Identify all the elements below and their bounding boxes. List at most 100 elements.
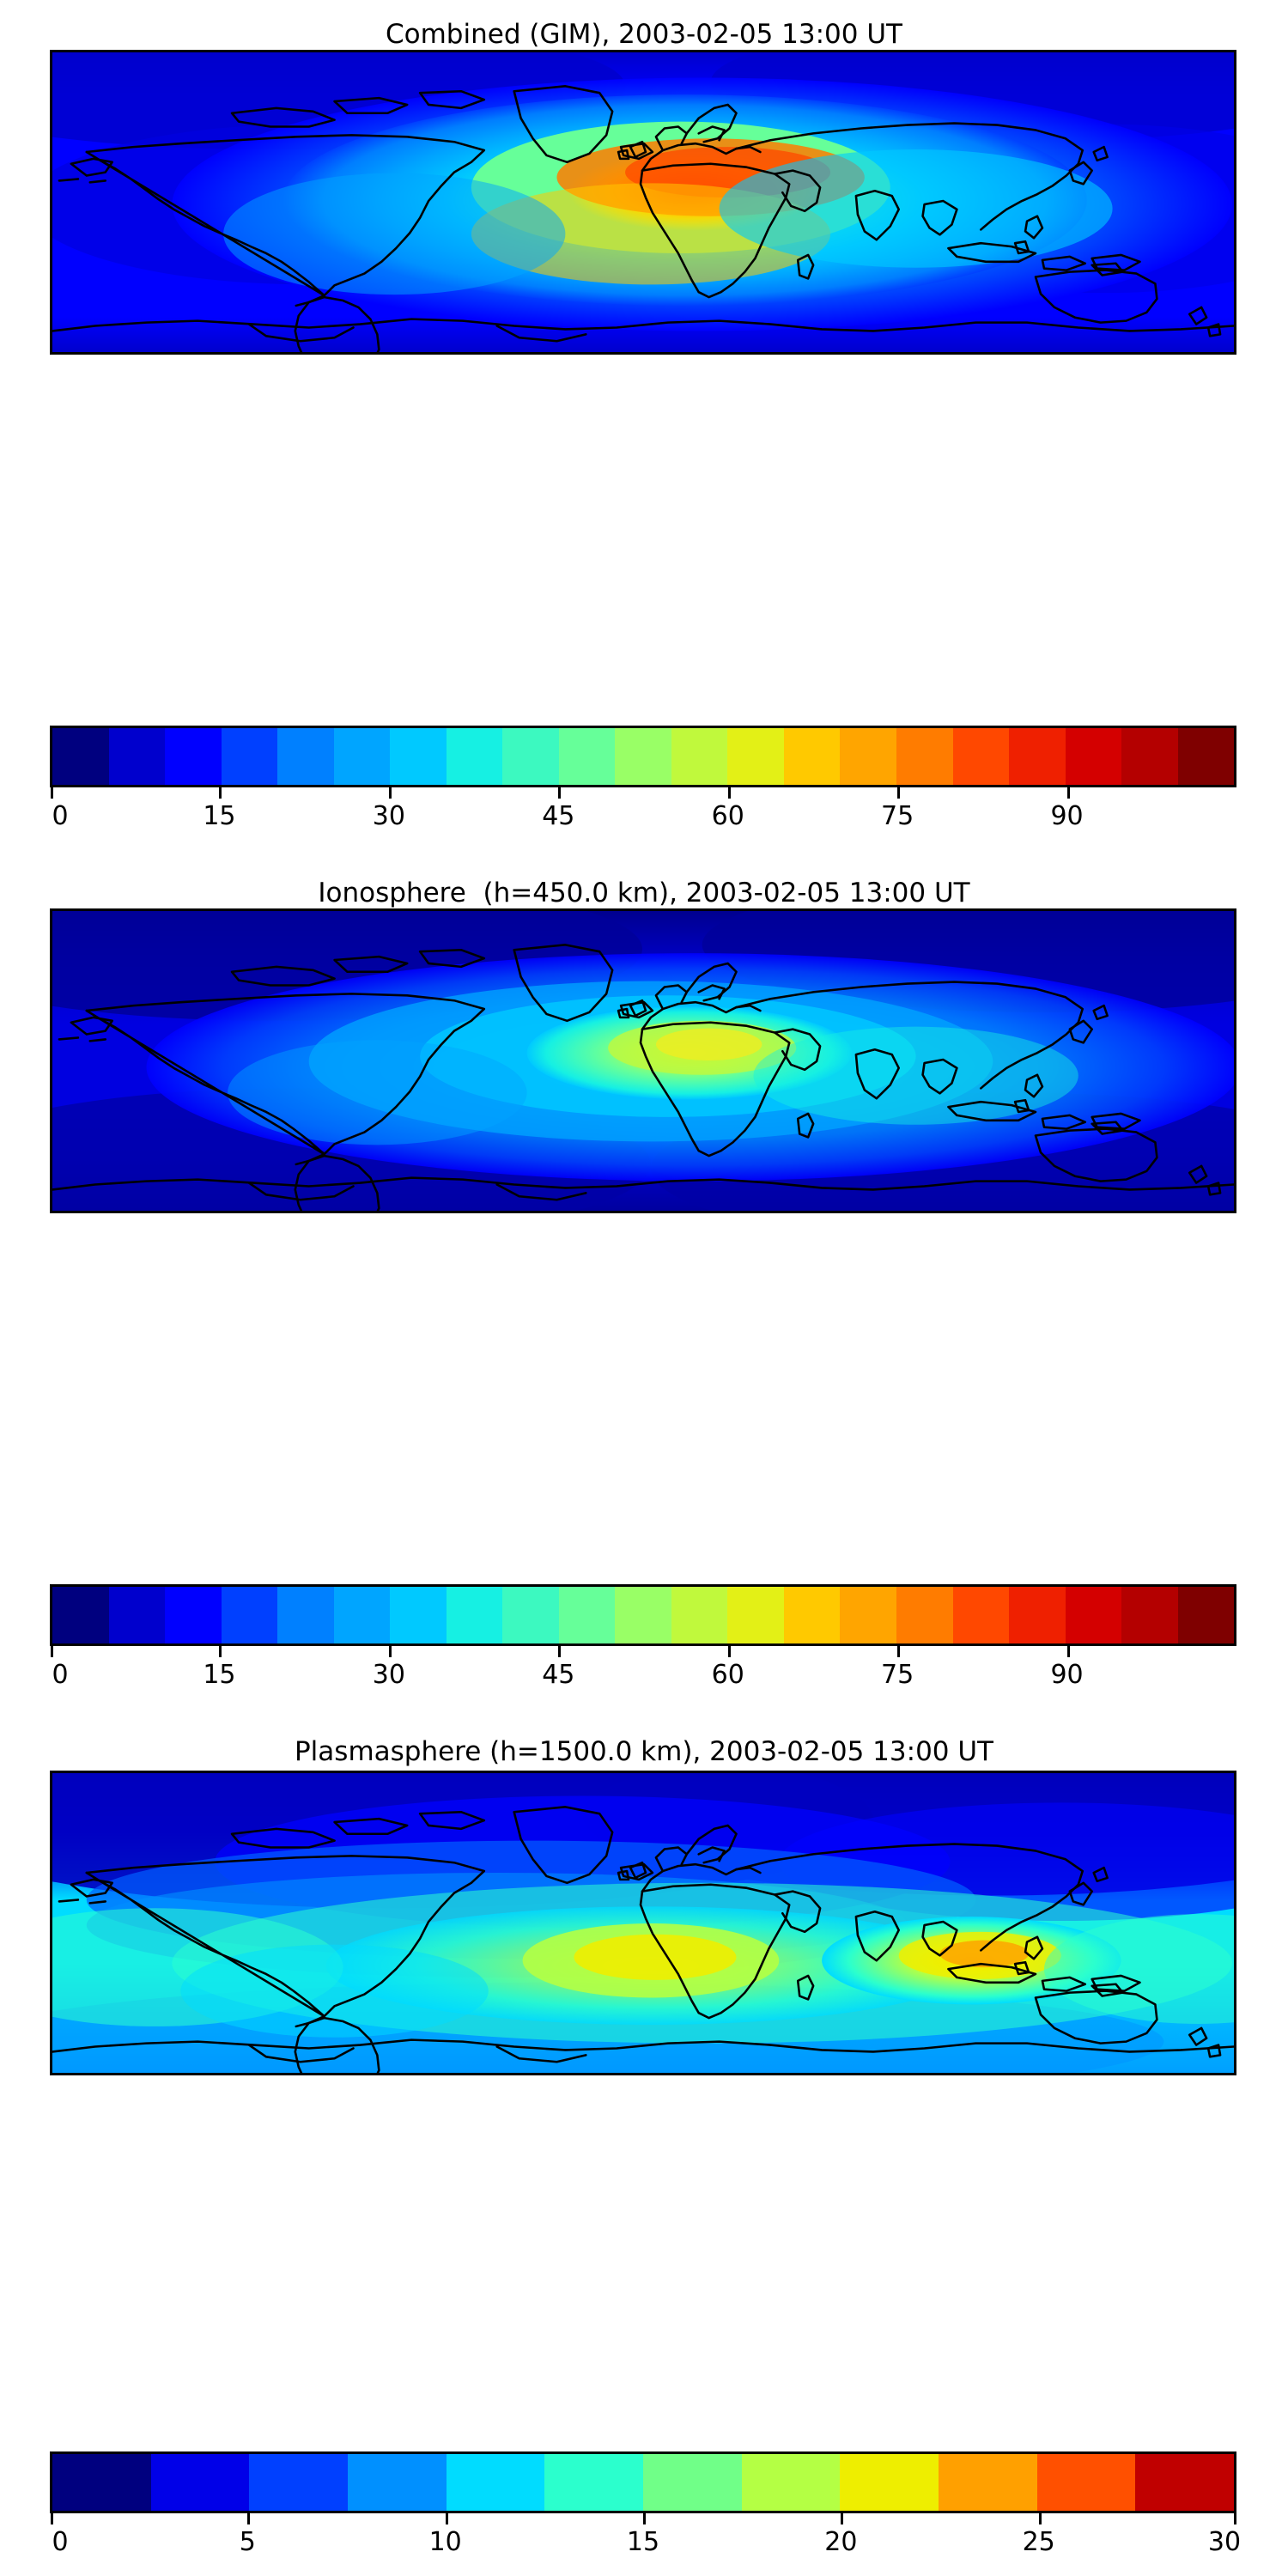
colorbar-cell — [277, 1587, 334, 1643]
colorbar-tick-label: 0 — [52, 1660, 69, 1690]
colorbar-cell — [502, 728, 559, 785]
colorbar-cell — [165, 728, 222, 785]
colorbar-cell — [671, 728, 728, 785]
panel-title-ionosphere: Ionosphere (h=450.0 km), 2003-02-05 13:0… — [318, 878, 970, 908]
colorbar-cell — [840, 728, 896, 785]
colorbar-tick — [841, 2513, 844, 2524]
colorbar-tick-label: 75 — [881, 1660, 914, 1690]
colorbar-tick-label: 0 — [52, 801, 69, 831]
colorbar-tick — [1066, 1646, 1070, 1657]
colorbar-cell — [544, 2454, 644, 2511]
colorbar-tick — [388, 1646, 392, 1657]
colorbar-cell — [1036, 2454, 1136, 2511]
colorbar-cell — [1121, 728, 1178, 785]
colorbar-cell — [1065, 728, 1122, 785]
colorbar-cell — [1177, 728, 1235, 785]
colorbar-cell — [615, 1587, 671, 1643]
colorbar-tick — [219, 787, 222, 799]
colorbar-cell — [1009, 728, 1066, 785]
colorbar-cell — [727, 728, 784, 785]
colorbar-cell — [727, 1587, 784, 1643]
colorbar-tick-label: 20 — [824, 2527, 858, 2557]
colorbar-tick-label: 10 — [428, 2527, 462, 2557]
colorbar-strip-ionosphere — [50, 1584, 1236, 1646]
panel-ionosphere: Ionosphere (h=450.0 km), 2003-02-05 13:0… — [0, 859, 1288, 1717]
colorbar-tick — [445, 2513, 448, 2524]
colorbar-tick-label: 15 — [203, 1660, 236, 1690]
colorbar-tick-label: 5 — [239, 2527, 256, 2557]
panel-title-plasmasphere: Plasmasphere (h=1500.0 km), 2003-02-05 1… — [294, 1736, 993, 1767]
colorbar-tick-label: 45 — [542, 1660, 575, 1690]
panel-title-combined: Combined (GIM), 2003-02-05 13:00 UT — [386, 19, 902, 50]
colorbar-cell — [333, 1587, 391, 1643]
colorbar-cell — [52, 2454, 151, 2511]
colorbar-cell — [1065, 1587, 1122, 1643]
colorbar-cell — [108, 1587, 166, 1643]
colorbar-tick — [727, 787, 731, 799]
colorbar-tick-label: 45 — [542, 801, 575, 831]
colorbar-tick — [1066, 787, 1070, 799]
colorbar-cell — [840, 1587, 896, 1643]
colorbar-cell — [446, 728, 503, 785]
colorbar-cell — [446, 1587, 503, 1643]
colorbar-tick — [247, 2513, 251, 2524]
colorbar-cell — [896, 728, 953, 785]
colorbar-axis-combined: 0 15 30 45 60 75 90 — [50, 787, 1236, 839]
colorbar-strip-combined — [50, 726, 1236, 787]
colorbar-cell — [52, 1587, 109, 1643]
colorbar-cell — [1009, 1587, 1066, 1643]
map-plasmasphere — [50, 1771, 1236, 2075]
colorbar-cell — [558, 728, 616, 785]
colorbar-tick — [51, 787, 53, 799]
colorbar-cell — [150, 2454, 250, 2511]
map-svg-combined — [52, 52, 1234, 352]
colorbar-cell — [108, 728, 166, 785]
colorbar-cell — [502, 1587, 559, 1643]
colorbar-cell — [671, 1587, 728, 1643]
colorbar-cell — [446, 2454, 545, 2511]
colorbar-cell — [952, 728, 1010, 785]
map-ionosphere — [50, 908, 1236, 1213]
colorbar-cell — [52, 728, 109, 785]
colorbar-tick-label: 30 — [372, 801, 405, 831]
colorbar-axis-ionosphere: 0 15 30 45 60 75 90 — [50, 1646, 1236, 1698]
colorbar-cell — [783, 1587, 841, 1643]
colorbar-tick — [51, 2513, 53, 2524]
colorbar-cell — [348, 2454, 447, 2511]
colorbar-tick-label: 60 — [711, 801, 744, 831]
colorbar-cell — [558, 1587, 616, 1643]
colorbar-tick-label: 0 — [52, 2527, 69, 2557]
colorbar-cell — [840, 2454, 939, 2511]
colorbar-cell — [1177, 1587, 1235, 1643]
colorbar-cell — [1135, 2454, 1235, 2511]
colorbar-cell — [952, 1587, 1010, 1643]
colorbar-tick — [643, 2513, 646, 2524]
colorbar-cell — [896, 1587, 953, 1643]
colorbar-tick — [1038, 2513, 1042, 2524]
colorbar-cell — [390, 1587, 447, 1643]
colorbar-cell — [1121, 1587, 1178, 1643]
colorbar-cell — [783, 728, 841, 785]
colorbar-tick — [558, 787, 562, 799]
map-svg-plasmasphere — [52, 1773, 1234, 2073]
colorbar-cell — [249, 2454, 349, 2511]
colorbar-axis-plasmasphere: 0 5 10 15 20 25 30 — [50, 2513, 1241, 2565]
colorbar-tick-label: 60 — [711, 1660, 744, 1690]
colorbar-tick — [51, 1646, 53, 1657]
colorbar-tick — [388, 787, 392, 799]
colorbar-tick — [727, 1646, 731, 1657]
colorbar-strip-plasmasphere — [50, 2451, 1236, 2513]
map-svg-ionosphere — [52, 911, 1234, 1211]
colorbar-cell — [741, 2454, 841, 2511]
colorbar-tick-label: 90 — [1050, 801, 1084, 831]
colorbar-tick — [1234, 2513, 1236, 2524]
colorbar-cell — [643, 2454, 742, 2511]
colorbar-tick-label: 25 — [1022, 2527, 1055, 2557]
colorbar-cell — [939, 2454, 1037, 2511]
colorbar-cell — [615, 728, 671, 785]
colorbar-cell — [390, 728, 447, 785]
colorbar-tick — [897, 1646, 901, 1657]
panel-combined-gim: Combined (GIM), 2003-02-05 13:00 UT — [0, 0, 1288, 859]
colorbar-tick-label: 15 — [626, 2527, 660, 2557]
